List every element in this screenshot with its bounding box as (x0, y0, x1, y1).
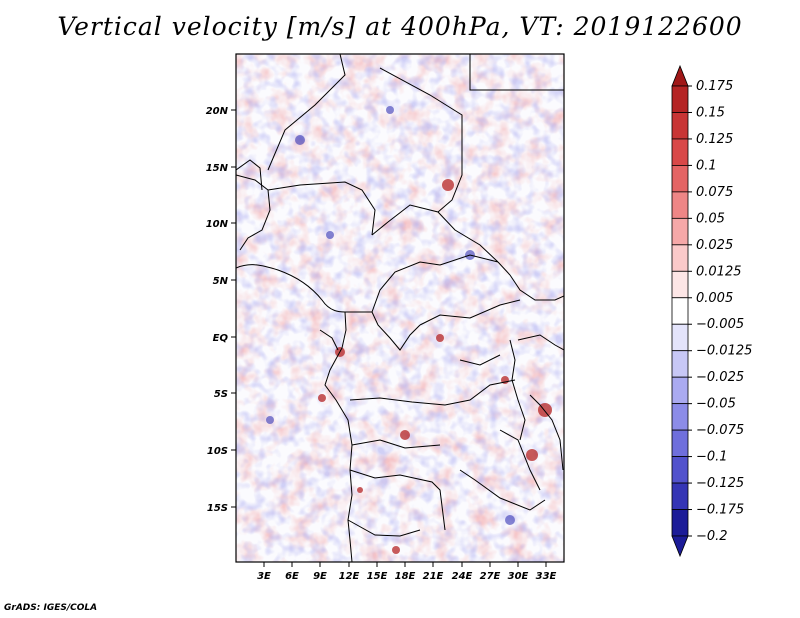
colorbar-segment (671, 403, 689, 431)
colorbar-segment (671, 323, 689, 352)
latitude-axis: 20N 15N 10N 5N EQ 5S 10S 15S (206, 106, 236, 514)
colorbar-label: −0.005 (696, 317, 744, 332)
lon-tick-label: 9E (313, 571, 327, 582)
colorbar-segment (671, 191, 689, 219)
colorbar-label: 0.175 (696, 79, 733, 94)
colorbar-label: 0.025 (696, 238, 733, 253)
lat-tick-label: 10N (206, 219, 229, 230)
colorbar-top-arrow (671, 64, 689, 87)
map-frame (235, 53, 565, 563)
colorbar-segment (671, 85, 689, 113)
colorbar-segment (671, 165, 689, 193)
colorbar-label: −0.175 (696, 503, 744, 518)
lat-tick-label: 5N (213, 276, 229, 287)
colorbar-label: 0.0125 (696, 264, 742, 279)
lon-tick-label: 30E (508, 571, 529, 582)
lon-tick-label: 24E (452, 571, 473, 582)
colorbar-label: −0.0125 (696, 344, 752, 359)
lat-tick-label: 5S (214, 389, 228, 400)
colorbar: 0.175 0.15 0.125 0.1 0.075 0.05 0.025 0.0125 0.0… (671, 64, 752, 558)
lon-tick-label: 12E (339, 571, 360, 582)
lat-tick-label: EQ (213, 333, 229, 344)
colorbar-label: 0.125 (696, 132, 733, 147)
colorbar-label: 0.005 (696, 291, 733, 306)
lat-tick-label: 10S (207, 446, 228, 457)
colorbar-label: −0.025 (696, 370, 744, 385)
colorbar-segment (671, 297, 689, 325)
velocity-field (236, 54, 564, 562)
colorbar-label: 0.15 (696, 105, 725, 120)
colorbar-segment (671, 217, 689, 246)
colorbar-segment (671, 456, 689, 484)
lon-tick-label: 15E (367, 571, 388, 582)
colorbar-segment (671, 270, 689, 299)
colorbar-label: 0.1 (696, 158, 717, 173)
lat-tick-label: 15N (206, 163, 229, 174)
colorbar-segment (671, 112, 689, 140)
lat-tick-label: 15S (207, 503, 228, 514)
colorbar-label: −0.1 (696, 450, 728, 465)
colorbar-label: −0.2 (696, 529, 728, 544)
lon-tick-label: 3E (257, 571, 271, 582)
lat-tick-label: 20N (206, 106, 229, 117)
lon-tick-label: 27E (480, 571, 501, 582)
colorbar-segment (671, 138, 689, 166)
lon-tick-label: 6E (285, 571, 299, 582)
colorbar-segment (671, 482, 689, 510)
lon-tick-label: 18E (395, 571, 416, 582)
colorbar-label: −0.125 (696, 476, 744, 491)
colorbar-segment (671, 509, 689, 537)
map-title: Vertical velocity [m/s] at 400hPa, VT: 2… (57, 12, 743, 41)
colorbar-segment (671, 350, 689, 378)
colorbar-segment (671, 244, 689, 272)
country-borders (236, 54, 564, 562)
colorbar-label: −0.05 (696, 397, 736, 412)
credit-label: GrADS: IGES/COLA (4, 603, 98, 613)
colorbar-segment (671, 376, 689, 405)
lon-tick-label: 21E (423, 571, 444, 582)
colorbar-bottom-arrow (671, 535, 689, 558)
colorbar-segment (671, 429, 689, 457)
lon-tick-label: 33E (536, 571, 557, 582)
colorbar-label: −0.075 (696, 423, 744, 438)
colorbar-label: 0.075 (696, 185, 733, 200)
colorbar-label: 0.05 (696, 211, 725, 226)
longitude-axis: 3E 6E 9E 12E 15E 18E 21E 24E 27E 30E 33E (257, 562, 557, 582)
